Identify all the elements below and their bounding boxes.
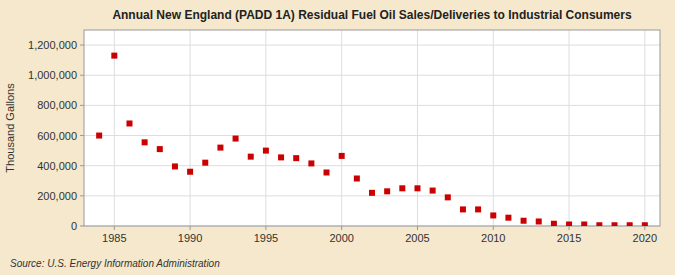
point bbox=[596, 222, 602, 226]
point bbox=[157, 146, 163, 152]
point bbox=[308, 160, 314, 166]
tick-mark bbox=[80, 195, 84, 196]
point bbox=[566, 221, 572, 226]
point bbox=[475, 206, 481, 212]
point bbox=[581, 221, 587, 226]
tick-mark bbox=[80, 135, 84, 136]
point bbox=[248, 154, 254, 160]
grid-line bbox=[84, 105, 660, 106]
point bbox=[536, 218, 542, 224]
tick-label: 1985 bbox=[102, 232, 126, 244]
point bbox=[187, 169, 193, 175]
point bbox=[384, 188, 390, 194]
grid bbox=[84, 30, 660, 226]
point bbox=[460, 206, 466, 212]
plot-area bbox=[84, 30, 660, 226]
point bbox=[202, 160, 208, 166]
tick-label: 800,000 bbox=[37, 99, 77, 111]
tick-label: 1,200,000 bbox=[28, 39, 77, 51]
tick-label: 2015 bbox=[557, 232, 581, 244]
point bbox=[142, 139, 148, 145]
tick-mark bbox=[644, 226, 645, 230]
grid-line bbox=[341, 30, 342, 226]
point bbox=[627, 222, 633, 226]
tick-mark bbox=[80, 45, 84, 46]
point bbox=[369, 190, 375, 196]
tick-label: 1995 bbox=[254, 232, 278, 244]
tick-mark bbox=[341, 226, 342, 230]
tick-mark bbox=[417, 226, 418, 230]
point bbox=[339, 153, 345, 159]
grid-line bbox=[84, 75, 660, 76]
tick-mark bbox=[114, 226, 115, 230]
axis-label: Thousand Gallons bbox=[4, 83, 16, 173]
tick-label: 0 bbox=[71, 220, 77, 232]
point bbox=[490, 212, 496, 218]
tick-label: 600,000 bbox=[37, 130, 77, 142]
tick-label: 400,000 bbox=[37, 160, 77, 172]
grid-line bbox=[493, 30, 494, 226]
axes: 1985 1990 1995 2000 2005 2010 2015 2020 0 200,000… bbox=[28, 30, 660, 244]
point bbox=[126, 120, 132, 126]
point bbox=[293, 155, 299, 161]
point bbox=[521, 218, 527, 224]
grid-line bbox=[644, 30, 645, 226]
grid-line bbox=[190, 30, 191, 226]
point bbox=[399, 185, 405, 191]
tick-mark bbox=[493, 226, 494, 230]
tick-mark bbox=[80, 226, 84, 227]
tick-mark bbox=[265, 226, 266, 230]
chart: 1985 1990 1995 2000 2005 2010 2015 2020 0 200,000… bbox=[0, 0, 675, 275]
point bbox=[263, 148, 269, 154]
tick-mark bbox=[80, 165, 84, 166]
point bbox=[414, 185, 420, 191]
points bbox=[96, 53, 648, 226]
point bbox=[111, 53, 117, 59]
tick-mark bbox=[80, 75, 84, 76]
point bbox=[217, 145, 223, 151]
point bbox=[505, 215, 511, 221]
grid-line bbox=[114, 30, 115, 226]
grid-line bbox=[265, 30, 266, 226]
grid-line bbox=[84, 165, 660, 166]
tick-mark bbox=[190, 226, 191, 230]
point bbox=[612, 222, 618, 226]
tick-label: 2000 bbox=[329, 232, 353, 244]
point bbox=[551, 221, 557, 226]
tick-label: 200,000 bbox=[37, 190, 77, 202]
point bbox=[324, 169, 330, 175]
point bbox=[354, 176, 360, 182]
point bbox=[172, 163, 178, 169]
point bbox=[233, 136, 239, 142]
tick-mark bbox=[569, 226, 570, 230]
grid-line bbox=[569, 30, 570, 226]
point bbox=[445, 194, 451, 200]
point bbox=[278, 154, 284, 160]
point bbox=[642, 222, 648, 226]
source-note: Source: U.S. Energy Information Administ… bbox=[10, 258, 220, 269]
tick-mark bbox=[80, 105, 84, 106]
plot-frame bbox=[84, 30, 660, 226]
grid-line bbox=[417, 30, 418, 226]
grid-line bbox=[84, 45, 660, 46]
tick-label: 2020 bbox=[633, 232, 657, 244]
tick-label: 1,000,000 bbox=[28, 69, 77, 81]
tick-label: 2010 bbox=[481, 232, 505, 244]
grid-line bbox=[84, 135, 660, 136]
tick-label: 2005 bbox=[405, 232, 429, 244]
title: Annual New England (PADD 1A) Residual Fu… bbox=[112, 8, 632, 22]
tick-label: 1990 bbox=[178, 232, 202, 244]
point bbox=[430, 188, 436, 194]
point bbox=[96, 133, 102, 139]
